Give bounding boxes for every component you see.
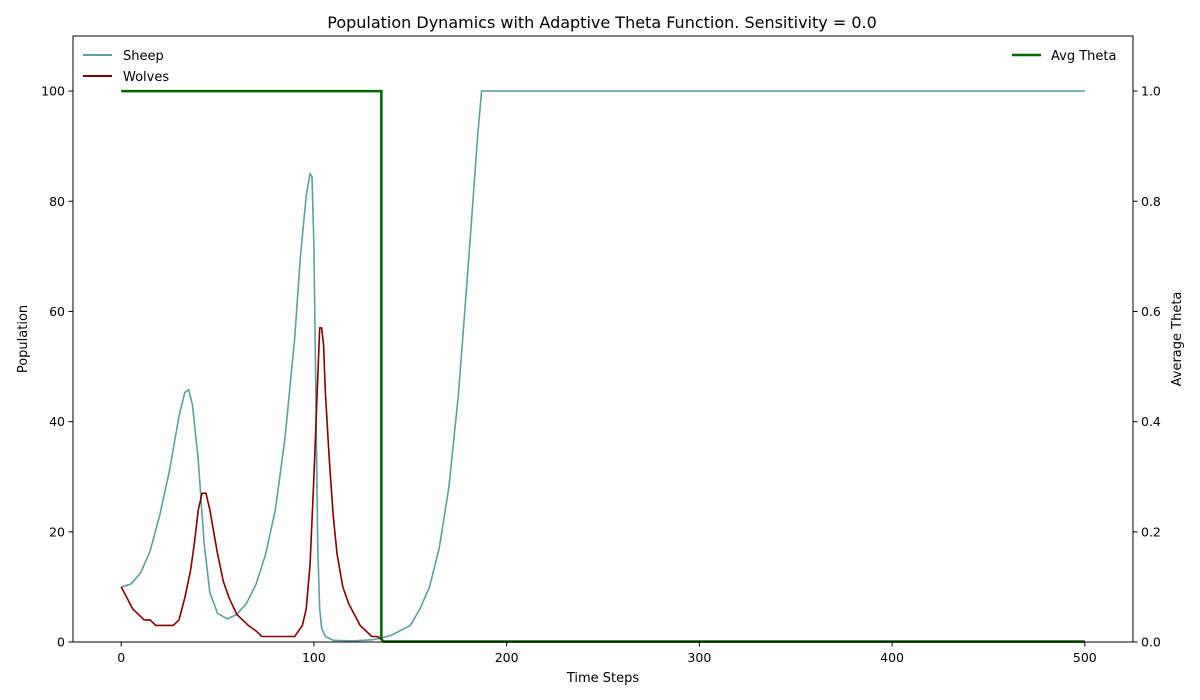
x-tick-label: 400 xyxy=(880,650,904,665)
y-axis-label: Population xyxy=(16,305,31,373)
y-tick-label: 60 xyxy=(49,304,65,319)
y-tick-label: 0 xyxy=(57,635,65,650)
legend-label-avg-theta: Avg Theta xyxy=(1051,49,1116,64)
y-axis-ticks: 0 20 40 60 80 100 xyxy=(41,84,73,650)
x-tick-label: 300 xyxy=(687,650,711,665)
x-tick-label: 500 xyxy=(1073,650,1097,665)
legend-label-sheep: Sheep xyxy=(123,49,164,64)
series-line-wolves xyxy=(120,327,1085,643)
x-tick-label: 0 xyxy=(117,650,125,665)
y2-tick-label: 0.0 xyxy=(1141,635,1161,650)
y2-tick-label: 0.4 xyxy=(1141,414,1161,429)
y-tick-label: 20 xyxy=(49,524,65,539)
y-tick-label: 80 xyxy=(49,194,65,209)
x-axis-label: Time Steps xyxy=(566,671,640,686)
y2-axis-label: Average Theta xyxy=(1170,292,1185,387)
y-tick-label: 40 xyxy=(49,414,65,429)
x-tick-label: 100 xyxy=(302,650,326,665)
series-line-sheep xyxy=(120,90,1085,642)
y2-tick-label: 0.2 xyxy=(1141,524,1161,539)
legend-left: Sheep Wolves xyxy=(83,49,169,85)
series-line-avg-theta xyxy=(121,89,1085,643)
plot-frame xyxy=(72,35,1134,643)
y2-tick-label: 0.8 xyxy=(1141,194,1161,209)
y2-tick-label: 1.0 xyxy=(1141,84,1161,99)
y2-axis-ticks: 0.0 0.2 0.4 0.6 0.8 1.0 xyxy=(1133,84,1161,650)
x-axis-ticks: 0 100 200 300 400 500 xyxy=(117,642,1097,665)
x-tick-label: 200 xyxy=(495,650,519,665)
y-tick-label: 100 xyxy=(41,84,65,99)
series-layer xyxy=(120,89,1085,643)
legend-right: Avg Theta xyxy=(1012,49,1116,64)
legend-label-wolves: Wolves xyxy=(123,70,169,85)
y2-tick-label: 0.6 xyxy=(1141,304,1161,319)
chart-title: Population Dynamics with Adaptive Theta … xyxy=(327,13,877,32)
plot-area xyxy=(72,35,1134,643)
